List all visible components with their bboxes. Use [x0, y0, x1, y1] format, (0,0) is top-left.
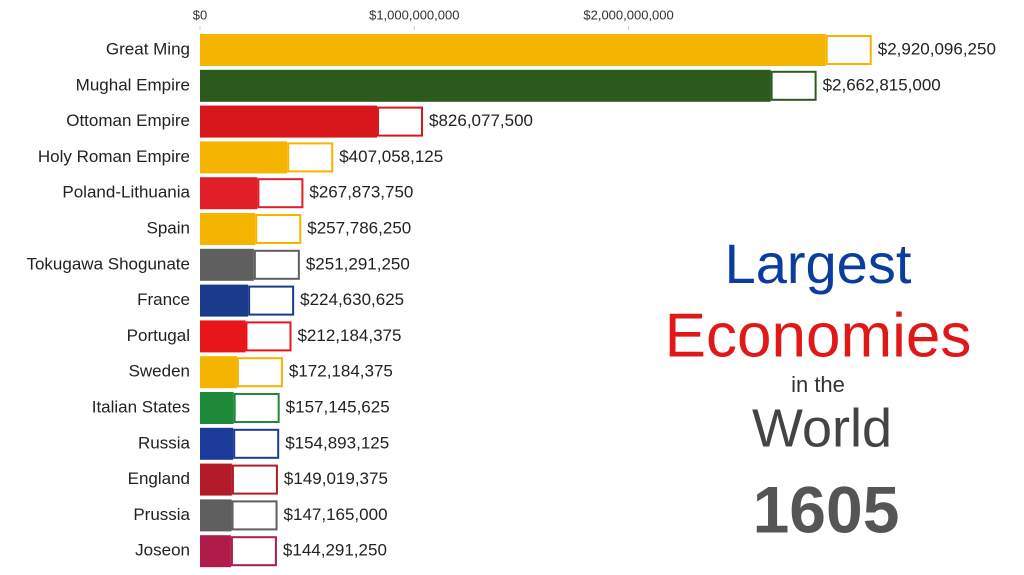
flag — [231, 464, 278, 495]
flag — [257, 178, 304, 209]
category-label: Great Ming — [106, 39, 190, 58]
year: 1605 — [753, 472, 900, 546]
bar — [200, 69, 771, 102]
value-label: $172,184,375 — [289, 362, 393, 381]
category-label: France — [137, 290, 190, 309]
value-label: $147,165,000 — [284, 505, 388, 524]
bar — [200, 141, 288, 174]
value-label: $257,786,250 — [307, 218, 411, 237]
flag — [245, 321, 292, 352]
x-tick-label: $2,000,000,000 — [583, 7, 673, 22]
x-tick-label: $1,000,000,000 — [369, 7, 459, 22]
x-tick-label: $0 — [193, 7, 207, 22]
flag — [253, 249, 300, 280]
category-label: Tokugawa Shogunate — [26, 254, 190, 273]
bar — [200, 34, 826, 66]
value-label: $157,145,625 — [286, 397, 390, 416]
flag — [377, 106, 424, 137]
category-label: Mughal Empire — [76, 75, 190, 94]
category-label: England — [128, 469, 190, 488]
bar — [200, 105, 378, 138]
bar — [200, 392, 234, 424]
flag — [825, 35, 872, 65]
flag — [233, 393, 280, 423]
value-label: $224,630,625 — [300, 290, 404, 309]
flag — [231, 500, 278, 531]
value-label: $407,058,125 — [339, 147, 443, 166]
title-line: Economies — [665, 301, 972, 370]
value-label: $251,291,250 — [306, 254, 410, 273]
bar — [200, 213, 256, 245]
bar — [200, 248, 254, 281]
flag — [287, 142, 334, 173]
value-label: $826,077,500 — [429, 111, 533, 130]
flag — [233, 428, 280, 459]
bar — [200, 499, 232, 532]
category-label: Poland-Lithuania — [62, 183, 190, 202]
bar — [200, 284, 249, 317]
category-label: Sweden — [129, 362, 190, 381]
flag — [236, 357, 283, 388]
category-label: Prussia — [133, 505, 190, 524]
flag — [248, 285, 295, 316]
flag — [255, 214, 302, 244]
category-label: Russia — [138, 433, 191, 452]
category-label: Portugal — [127, 326, 190, 345]
bar — [200, 356, 237, 389]
flag — [770, 70, 817, 101]
title-line: in the — [791, 372, 845, 397]
flag — [230, 536, 277, 567]
bar — [200, 177, 258, 210]
category-label: Holy Roman Empire — [38, 147, 190, 166]
bar — [200, 320, 246, 353]
value-label: $212,184,375 — [297, 326, 401, 345]
value-label: $149,019,375 — [284, 469, 388, 488]
bar — [200, 535, 231, 568]
category-label: Ottoman Empire — [66, 111, 190, 130]
title-line: World — [752, 398, 892, 458]
bar — [200, 427, 234, 460]
bar — [200, 463, 232, 496]
category-label: Spain — [147, 218, 190, 237]
category-label: Italian States — [92, 397, 190, 416]
value-label: $2,920,096,250 — [878, 39, 996, 58]
value-label: $267,873,750 — [309, 183, 413, 202]
value-label: $154,893,125 — [285, 433, 389, 452]
value-label: $2,662,815,000 — [823, 75, 941, 94]
category-label: Joseon — [135, 541, 190, 560]
title-line: Largest — [725, 232, 912, 295]
value-label: $144,291,250 — [283, 541, 387, 560]
